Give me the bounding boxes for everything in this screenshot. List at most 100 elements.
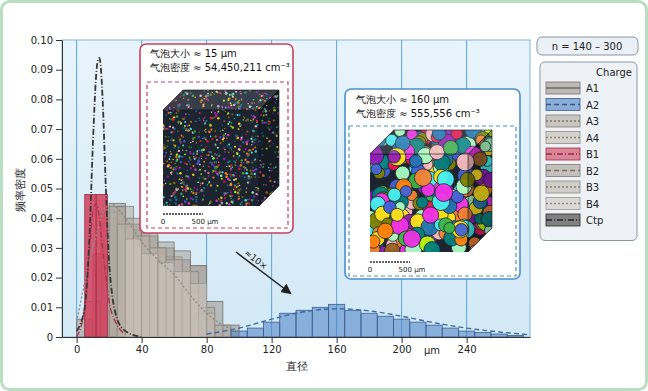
cube-cell bbox=[251, 114, 252, 115]
cube-cell bbox=[240, 176, 241, 177]
cube-cell bbox=[240, 164, 242, 166]
cube-cell bbox=[229, 195, 231, 197]
y-tick: 0.04 bbox=[31, 213, 62, 224]
note-box bbox=[537, 37, 638, 55]
cube-cell bbox=[170, 161, 172, 163]
cube-cell bbox=[166, 146, 167, 147]
x-tick-mark bbox=[142, 337, 143, 343]
cube-cell bbox=[189, 152, 191, 154]
legend-entry: A2 bbox=[546, 99, 599, 111]
legend-swatch bbox=[546, 181, 580, 193]
cube-cell bbox=[202, 198, 204, 200]
cube-cell bbox=[162, 184, 164, 186]
cube-cell bbox=[185, 150, 187, 152]
y-tick-label: 0.05 bbox=[31, 183, 53, 194]
x-tick: 120 bbox=[263, 337, 282, 355]
y-tick-label: 0 bbox=[47, 332, 53, 343]
cube-cell bbox=[193, 156, 195, 158]
cube-cell bbox=[208, 204, 209, 205]
cube-cell bbox=[252, 167, 253, 168]
y-tick: 0.08 bbox=[31, 94, 62, 105]
y-tick: 0.10 bbox=[31, 35, 62, 46]
cube-cell bbox=[378, 223, 394, 239]
inset-text: 气泡大小 ≈ 15 μm bbox=[150, 48, 237, 59]
x-axis-title: 直径 bbox=[286, 360, 308, 373]
cube-cell bbox=[275, 197, 277, 199]
histogram-bar bbox=[459, 331, 475, 337]
x-tick: 240 bbox=[458, 337, 477, 355]
cube-cell bbox=[255, 150, 257, 152]
y-tick: 0.09 bbox=[31, 64, 62, 75]
cube-cell bbox=[203, 137, 206, 140]
cube-cell bbox=[369, 128, 380, 139]
cube-cell bbox=[250, 170, 252, 172]
cube-cell bbox=[218, 164, 220, 166]
cube-cell bbox=[168, 136, 169, 137]
cube-cell bbox=[251, 149, 252, 150]
cube-cell bbox=[241, 201, 243, 203]
cube-cell bbox=[180, 183, 181, 184]
cube-cell bbox=[172, 118, 174, 120]
cube-cell bbox=[247, 181, 249, 183]
y-tick-label: 0.08 bbox=[31, 94, 53, 105]
cube-cell bbox=[211, 152, 213, 154]
histogram-bar bbox=[442, 328, 458, 337]
x-tick-label: 0 bbox=[74, 344, 80, 355]
cube-cell bbox=[228, 203, 230, 205]
cube-cell bbox=[188, 178, 189, 179]
cube-cell bbox=[251, 136, 252, 137]
cube-cell bbox=[166, 102, 167, 103]
cube-cell bbox=[214, 135, 216, 137]
legend-entry: Ctp bbox=[546, 214, 603, 226]
cube-cell bbox=[217, 111, 219, 113]
cube-cell bbox=[212, 157, 215, 160]
cube-cell bbox=[188, 114, 189, 115]
cube-cell bbox=[195, 199, 196, 200]
cube-cell bbox=[244, 169, 246, 171]
y-tick: 0.02 bbox=[31, 272, 62, 283]
cube-cell bbox=[241, 205, 242, 206]
cube-cell bbox=[230, 173, 232, 175]
y-tick-mark bbox=[56, 129, 62, 130]
cube-cell bbox=[223, 120, 224, 121]
cube-cell bbox=[222, 140, 224, 142]
density-curve bbox=[207, 309, 529, 335]
cube-cell bbox=[234, 191, 237, 194]
cube-cell bbox=[254, 173, 255, 174]
y-tick-label: 0.06 bbox=[31, 154, 53, 165]
cube-cell bbox=[185, 113, 187, 115]
y-tick: 0.06 bbox=[31, 154, 62, 165]
cube-cell bbox=[225, 111, 226, 112]
legend-entry: A3 bbox=[546, 115, 599, 127]
legend-line bbox=[546, 170, 580, 171]
cube-cell bbox=[224, 149, 225, 150]
legend-line bbox=[546, 137, 580, 138]
cube-cell bbox=[170, 114, 171, 115]
cube-cell bbox=[233, 179, 235, 181]
cube-cell bbox=[232, 201, 234, 203]
cube-cell bbox=[237, 182, 239, 184]
cube-cell bbox=[202, 176, 203, 177]
inset-text: 气泡密度 ≈ 54,450,211 cm⁻³ bbox=[150, 62, 290, 73]
cube-cell bbox=[245, 148, 247, 150]
cube-cell bbox=[251, 162, 253, 164]
cube-cell bbox=[255, 187, 256, 188]
cube-cell bbox=[234, 146, 236, 148]
cube-cell bbox=[195, 157, 197, 159]
cube-cell bbox=[200, 185, 202, 187]
cube-cell bbox=[208, 166, 210, 168]
cube-cell bbox=[197, 160, 199, 162]
cube-cell bbox=[182, 136, 184, 138]
cube-cell bbox=[181, 204, 183, 206]
cube-cell bbox=[236, 186, 238, 188]
cube-cell bbox=[250, 173, 252, 175]
cube-cell bbox=[216, 154, 218, 156]
cube-cell bbox=[245, 141, 248, 144]
cube-cell bbox=[178, 137, 179, 138]
cube-cell bbox=[240, 139, 242, 141]
cube-cell bbox=[208, 175, 210, 177]
cube-cell bbox=[238, 128, 240, 130]
cube-cell bbox=[201, 151, 203, 153]
cube-cell bbox=[221, 203, 222, 204]
cube-cell bbox=[188, 202, 190, 204]
